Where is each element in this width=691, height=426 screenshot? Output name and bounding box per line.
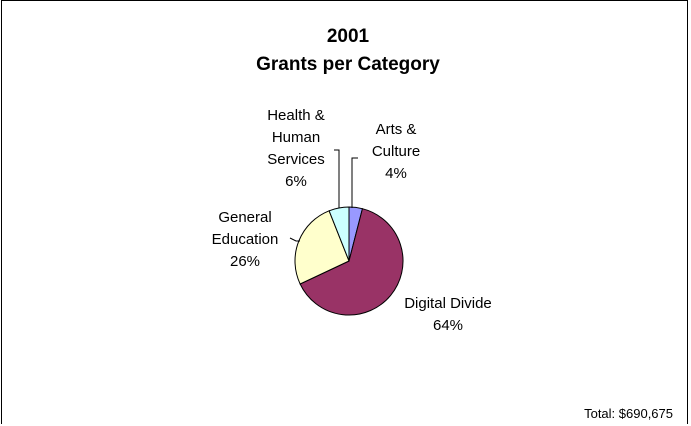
leader-line bbox=[289, 237, 300, 242]
total-footnote: Total: $690,675 bbox=[584, 406, 673, 421]
slice-label: General Education 26% bbox=[212, 209, 279, 270]
pie-slices bbox=[294, 206, 404, 316]
pie-slice bbox=[299, 208, 404, 316]
leader-line bbox=[351, 157, 358, 208]
chart-title-line-2: Grants per Category bbox=[256, 54, 440, 75]
slice-label: Digital Divide 64% bbox=[404, 295, 492, 334]
slice-labels: Arts & Culture 4% Digital Divide 64% General E… bbox=[212, 107, 492, 334]
slice-label: Arts & Culture 4% bbox=[372, 121, 420, 182]
leader-line bbox=[334, 149, 340, 208]
slice-label: Health & Human Services 6% bbox=[267, 107, 325, 190]
leader-lines bbox=[289, 149, 358, 242]
chart-title-line-1: 2001 bbox=[327, 26, 370, 47]
